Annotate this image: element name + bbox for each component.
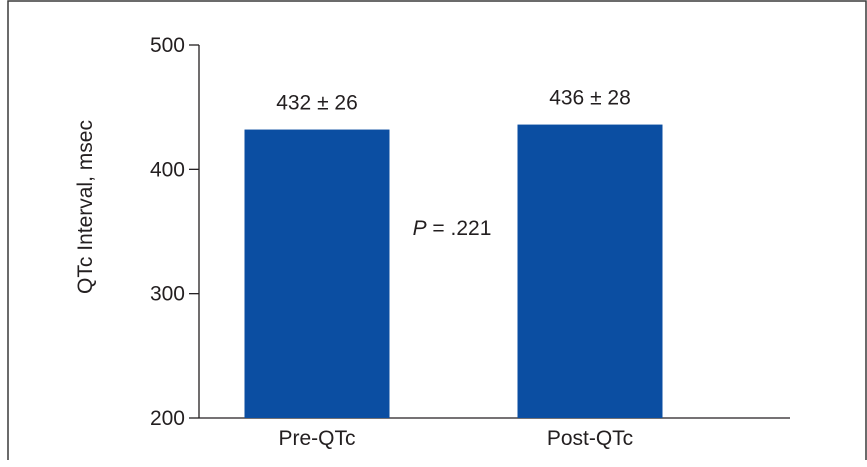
y-tick-label: 300 <box>150 283 185 306</box>
x-tick-label: Post-QTc <box>547 427 633 450</box>
y-tick-label: 200 <box>150 407 185 430</box>
bar-pre-qtc <box>244 129 390 418</box>
bar-data-label: 436 ± 28 <box>549 87 631 110</box>
bar-data-label: 432 ± 26 <box>276 92 358 115</box>
bar-post-qtc <box>517 124 663 418</box>
y-tick-label: 500 <box>150 34 185 57</box>
x-tick-label: Pre-QTc <box>278 427 355 450</box>
y-axis-label: QTc Interval, msec <box>74 120 97 294</box>
p-value-text: = .221 <box>427 217 492 240</box>
p-value-annotation: P = .221 <box>413 217 492 240</box>
chart-frame <box>7 0 867 460</box>
x-tick-labels: Pre-QTc Post-QTc <box>278 427 633 450</box>
data-labels: 432 ± 26 436 ± 28 <box>276 87 631 115</box>
bars <box>244 124 663 418</box>
p-value-symbol: P <box>413 217 427 240</box>
y-tick-label: 400 <box>150 158 185 181</box>
